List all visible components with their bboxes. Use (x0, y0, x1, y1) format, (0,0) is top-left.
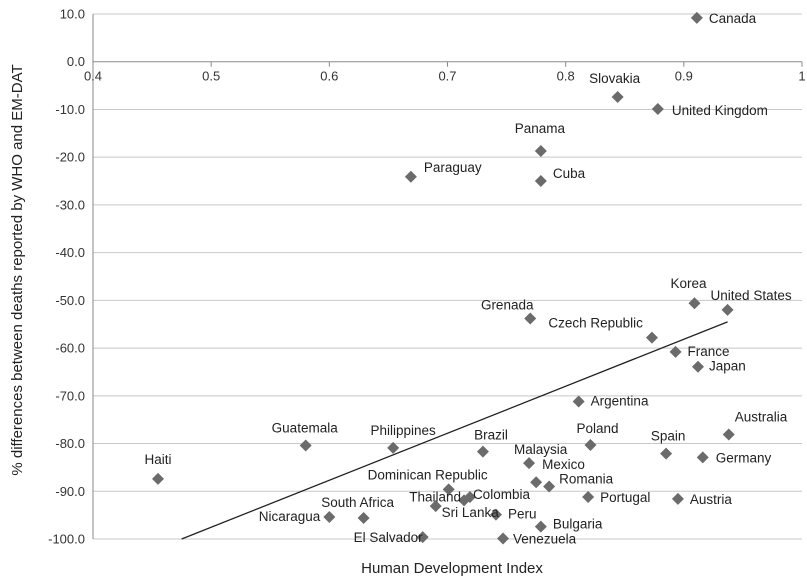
x-tick-label: 1 (798, 69, 805, 84)
x-tick-label: 0.8 (557, 69, 575, 84)
data-point (572, 395, 585, 408)
data-point (671, 492, 684, 505)
data-point (534, 175, 547, 188)
x-tick-label: 0.4 (84, 69, 102, 84)
data-point (530, 476, 543, 489)
trendline-group (181, 321, 728, 540)
data-point (429, 500, 442, 513)
data-point (442, 483, 455, 496)
point-label: Haiti (144, 452, 171, 467)
point-label: Argentina (591, 394, 649, 409)
point-label: Guatemala (272, 420, 339, 435)
data-point (534, 520, 547, 533)
point-label: Australia (735, 409, 788, 424)
data-point (660, 447, 673, 460)
point-label: Peru (508, 507, 537, 522)
data-point (582, 491, 595, 503)
y-tick-label: -10.0 (55, 102, 85, 117)
point-label: Germany (716, 450, 772, 465)
data-point (524, 312, 537, 325)
data-point (458, 494, 471, 507)
data-point (722, 428, 735, 441)
point-label: Nicaragua (259, 509, 321, 524)
data-point (299, 439, 312, 452)
point-label: Austria (690, 492, 733, 507)
point-label: South Africa (321, 495, 394, 510)
data-point (690, 11, 703, 24)
data-point (645, 331, 658, 344)
y-axis-title: % differences between deaths reported by… (9, 64, 26, 475)
point-label: Panama (515, 121, 566, 136)
x-axis-title: Human Development Index (361, 560, 543, 577)
point-label: Czech Republic (548, 316, 643, 331)
y-tick-label: -20.0 (55, 150, 85, 165)
data-point (611, 91, 624, 104)
point-label: Venezuela (513, 532, 577, 547)
data-point (534, 144, 547, 157)
data-point (692, 360, 705, 373)
x-tick-label: 0.9 (675, 69, 693, 84)
point-label: Dominican Republic (368, 467, 488, 482)
data-points (151, 11, 735, 545)
point-label: Japan (709, 359, 746, 374)
point-label: Colombia (473, 487, 531, 502)
x-tick-label: 0.7 (438, 69, 456, 84)
point-label: Korea (670, 276, 707, 291)
data-point (651, 102, 664, 115)
data-point (584, 438, 597, 451)
x-tick-label: 0.6 (320, 69, 338, 84)
point-label: Spain (651, 429, 686, 444)
y-tick-label: -90.0 (55, 484, 85, 499)
data-point (357, 512, 370, 524)
x-tick-label: 0.5 (202, 69, 220, 84)
point-label: Grenada (481, 298, 534, 313)
y-tick-label: -50.0 (55, 293, 85, 308)
y-tick-label: 0.0 (67, 54, 85, 69)
y-tick-label: -60.0 (55, 341, 85, 356)
gridlines (93, 13, 802, 540)
data-point (151, 472, 164, 485)
y-tick-label: -40.0 (55, 245, 85, 260)
point-label: El Salvador (354, 530, 424, 545)
data-point (404, 170, 417, 183)
axes: 10.0 0.0 -10.0 -20.0 -30.0 -40.0 -50.0 -60.0 -70… (48, 7, 805, 547)
data-point (497, 532, 510, 545)
trendline (181, 321, 728, 540)
y-tick-label: -70.0 (55, 388, 85, 403)
point-label: Brazil (474, 428, 508, 443)
y-tick-label: 10.0 (60, 7, 85, 22)
point-label: Sri Lanka (442, 505, 500, 520)
data-point (489, 508, 502, 521)
data-point (387, 441, 400, 454)
point-label: Malaysia (514, 442, 568, 457)
point-label: Poland (576, 421, 618, 436)
data-point (323, 511, 336, 524)
data-point (721, 303, 734, 316)
point-label: Slovakia (589, 71, 641, 86)
point-label: Mexico (542, 457, 585, 472)
point-labels: Canada Slovakia United Kingdom Panama Paragu… (144, 11, 791, 547)
data-point (669, 345, 682, 358)
data-point (696, 451, 709, 464)
point-label: United States (711, 288, 792, 303)
point-label: Cuba (553, 166, 586, 181)
data-point (523, 457, 536, 470)
point-label: Portugal (600, 490, 650, 505)
y-tick-label: -100.0 (48, 532, 85, 547)
point-label: Paraguay (424, 160, 482, 175)
y-tick-label: -80.0 (55, 436, 85, 451)
data-point (543, 480, 556, 493)
data-point (688, 297, 701, 310)
data-point (416, 531, 429, 544)
point-label: United Kingdom (672, 103, 768, 118)
point-label: Romania (559, 472, 614, 487)
point-label: Thailand (409, 489, 461, 504)
data-point (476, 445, 489, 458)
y-tick-label: -30.0 (55, 197, 85, 212)
point-label: Canada (709, 11, 757, 26)
point-label: France (688, 344, 730, 359)
point-label: Bulgaria (553, 517, 603, 532)
point-label: Philippines (370, 423, 436, 438)
